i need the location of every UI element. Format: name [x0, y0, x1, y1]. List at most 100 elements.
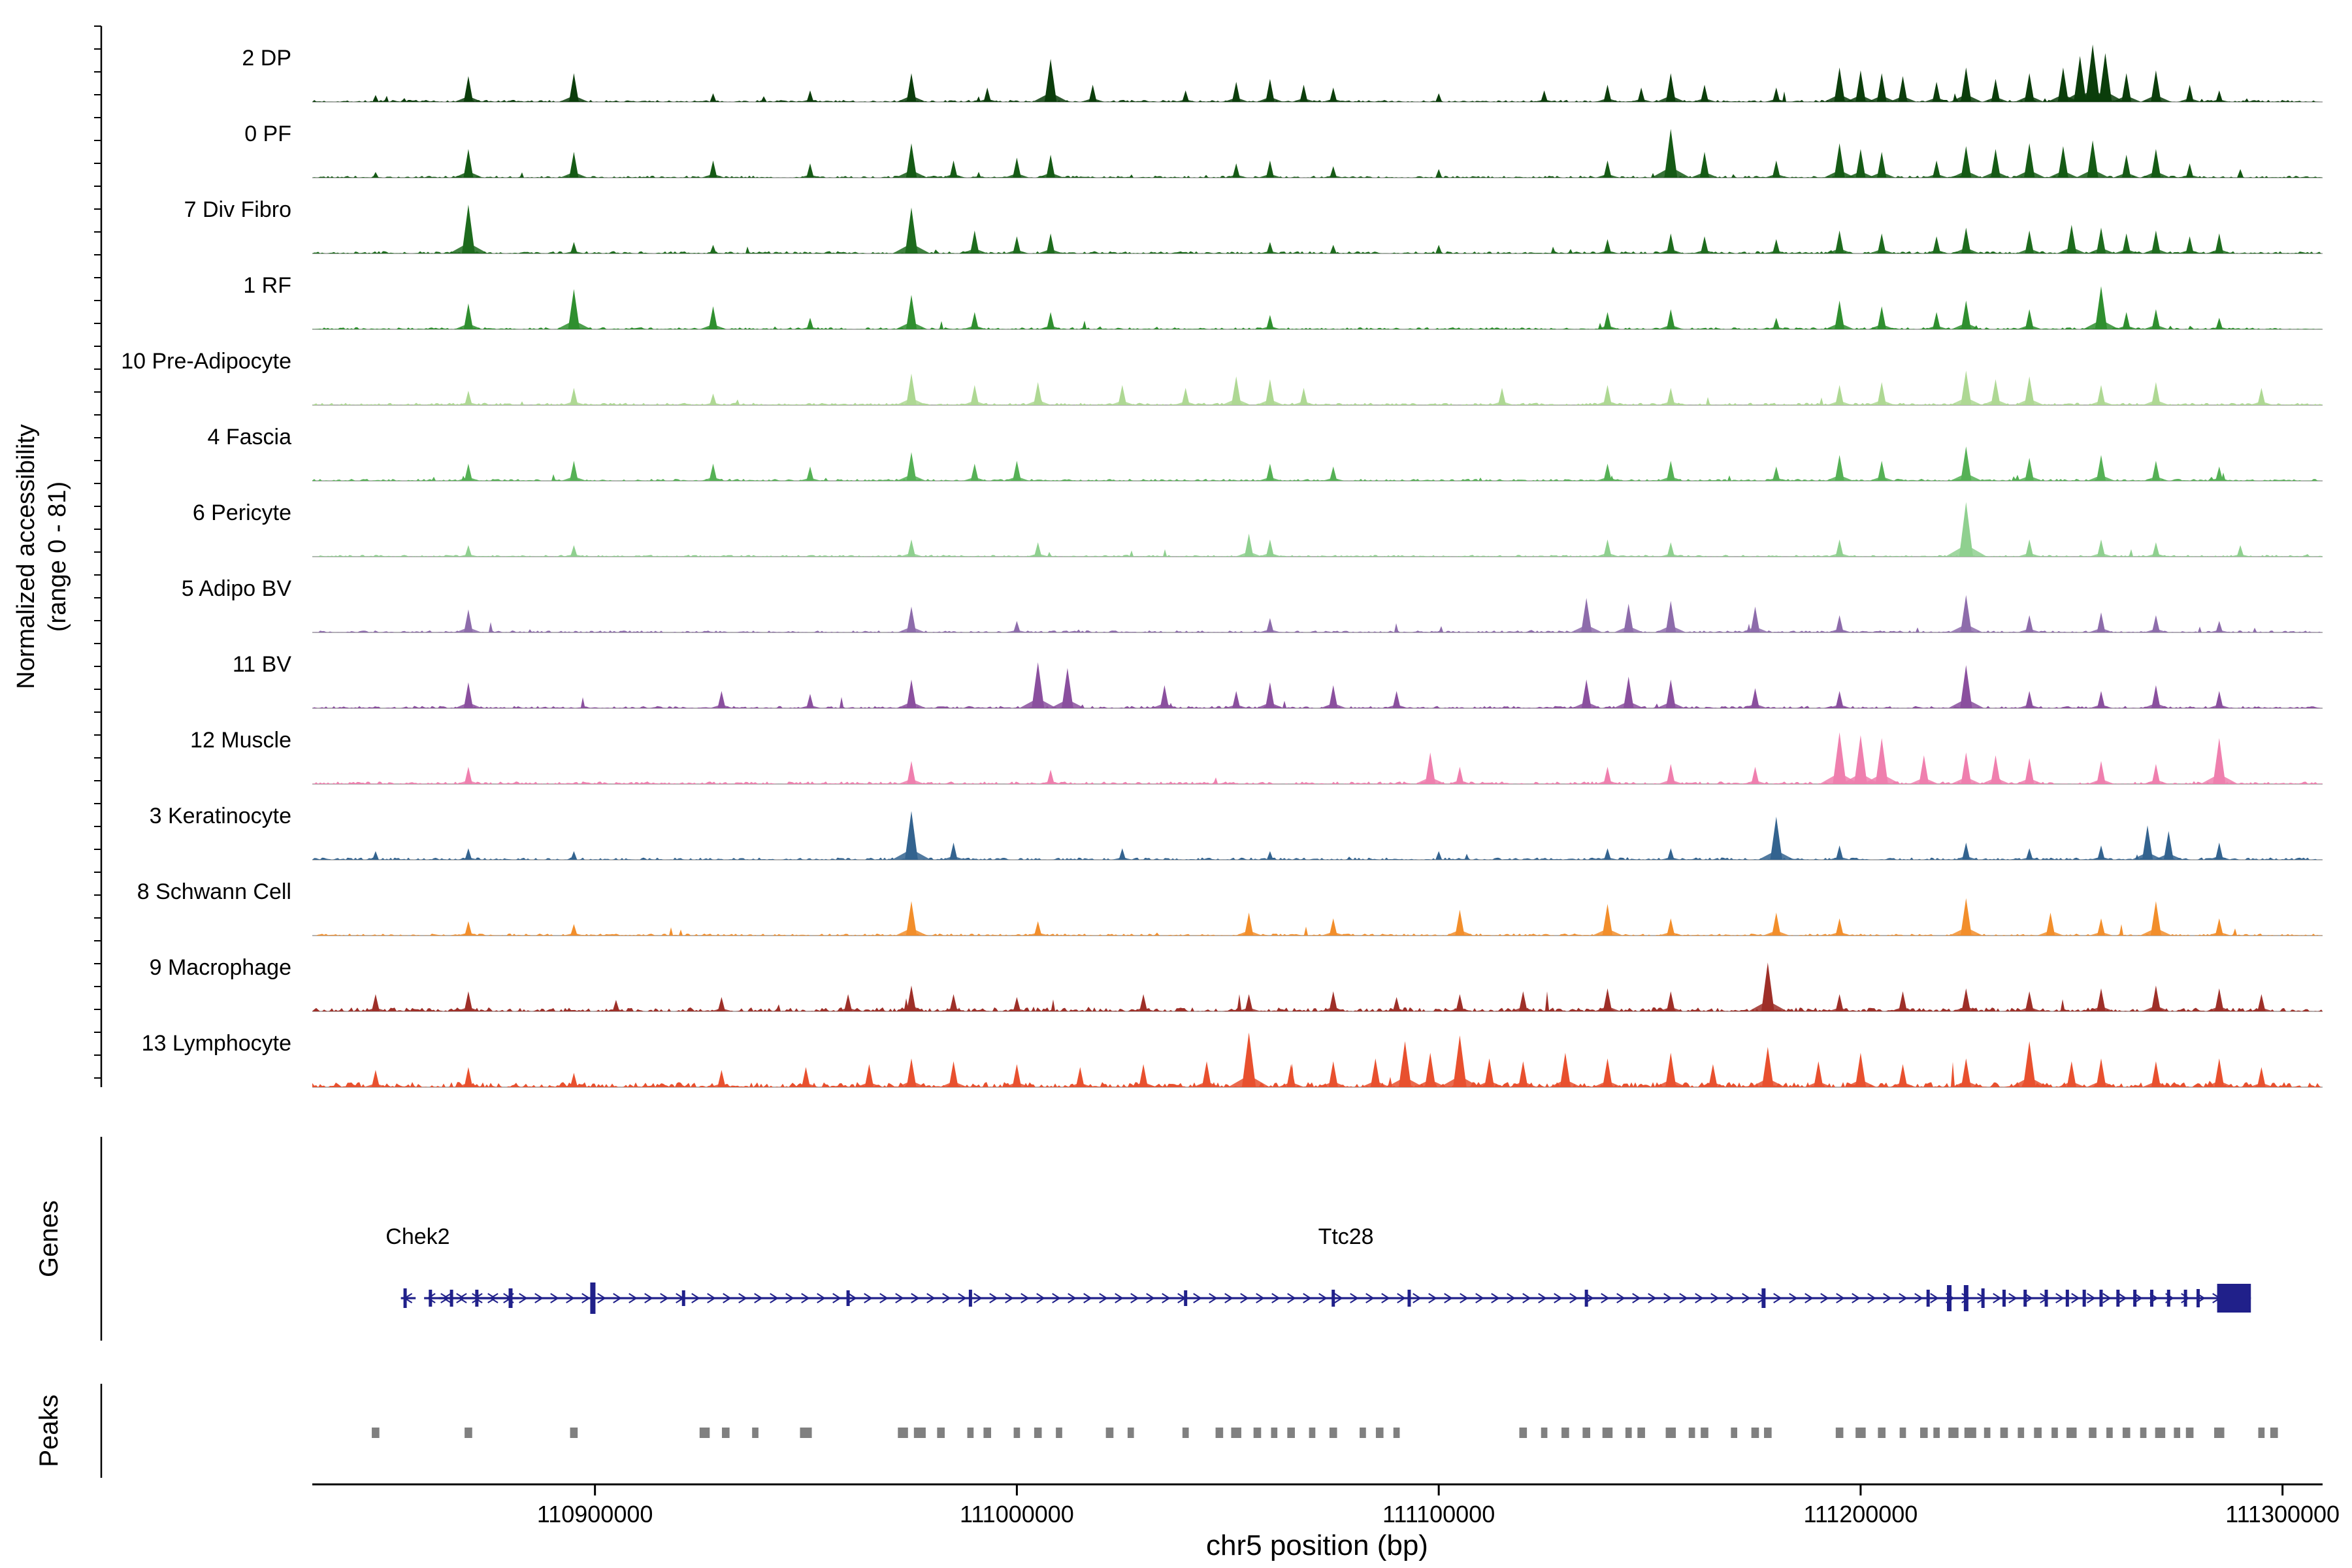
peak-region	[913, 1428, 926, 1438]
x-tick-label-111000000: 111000000	[960, 1501, 1074, 1527]
track-label-9-macrophage: 9 Macrophage	[150, 955, 291, 980]
peak-region	[1013, 1428, 1021, 1438]
peak-region	[898, 1428, 908, 1438]
y-axis-label-line1: Normalized accessibility	[12, 424, 40, 689]
x-tick-label-111200000: 111200000	[1803, 1501, 1918, 1527]
gene-model-chek2: Chek2	[385, 1224, 519, 1308]
track-label-2-dp: 2 DP	[242, 46, 291, 71]
peak-region	[1602, 1428, 1613, 1438]
peak-region	[2258, 1428, 2265, 1438]
peak-region	[1375, 1428, 1384, 1438]
track-13-lymphocyte: 13 Lymphocyte	[142, 1031, 2323, 1088]
track-label-0-pf: 0 PF	[244, 122, 291, 146]
peak-region	[2089, 1428, 2097, 1438]
peak-region	[1899, 1428, 1906, 1438]
peak-region	[1878, 1428, 1886, 1438]
peak-region	[722, 1428, 730, 1438]
genes-section-label: Genes	[35, 1200, 63, 1277]
peak-region	[570, 1428, 578, 1438]
peak-region	[1688, 1428, 1695, 1438]
peak-region	[1309, 1428, 1316, 1438]
track-12-muscle: 12 Muscle	[190, 728, 2323, 785]
peak-region	[1127, 1428, 1134, 1438]
track-8-schwann-cell: 8 Schwann Cell	[137, 879, 2323, 936]
peak-region	[2185, 1428, 2194, 1438]
peak-region	[1393, 1428, 1400, 1438]
peak-region	[1253, 1428, 1262, 1438]
peak-region	[1519, 1428, 1527, 1438]
track-6-pericyte: 6 Pericyte	[193, 500, 2323, 557]
peak-region	[800, 1428, 812, 1438]
track-2-dp: 2 DP	[242, 44, 2323, 103]
peak-region	[2140, 1428, 2147, 1438]
peak-region	[2155, 1428, 2166, 1438]
peak-region	[1271, 1428, 1278, 1438]
peak-region	[1360, 1428, 1366, 1438]
x-tick-label-110900000: 110900000	[537, 1501, 653, 1527]
track-1-rf: 1 RF	[243, 273, 2323, 330]
peak-region	[465, 1428, 472, 1438]
track-7-div-fibro: 7 Div Fibro	[184, 197, 2323, 254]
peak-region	[1701, 1428, 1708, 1438]
peaks-layer	[372, 1428, 2278, 1438]
peak-region	[2051, 1428, 2058, 1438]
track-label-13-lymphocyte: 13 Lymphocyte	[142, 1031, 291, 1056]
peak-region	[1561, 1428, 1569, 1438]
peak-region	[1919, 1428, 1928, 1438]
peak-region	[2174, 1428, 2181, 1438]
track-label-11-bv: 11 BV	[233, 652, 291, 677]
peak-region	[1948, 1428, 1959, 1438]
peak-region	[967, 1428, 974, 1438]
peak-region	[699, 1428, 710, 1438]
track-10-pre-adipocyte: 10 Pre-Adipocyte	[121, 349, 2323, 406]
peak-region	[1764, 1428, 1772, 1438]
peak-region	[2066, 1428, 2077, 1438]
track-label-5-adipo-bv: 5 Adipo BV	[182, 576, 292, 601]
peak-region	[2122, 1428, 2131, 1438]
track-3-keratinocyte: 3 Keratinocyte	[150, 804, 2323, 860]
gene-label-chek2: Chek2	[385, 1224, 449, 1249]
y-axis-label-line2: (range 0 - 81)	[44, 482, 71, 632]
x-tick-label-111100000: 111100000	[1382, 1501, 1495, 1527]
peaks-section-label: Peaks	[35, 1394, 63, 1467]
track-label-4-fascia: 4 Fascia	[208, 425, 292, 449]
peak-region	[1231, 1428, 1241, 1438]
peak-region	[937, 1428, 945, 1438]
track-label-7-div-fibro: 7 Div Fibro	[184, 197, 291, 222]
peak-region	[1541, 1428, 1548, 1438]
peak-region	[1582, 1428, 1590, 1438]
peak-region	[1056, 1428, 1062, 1438]
peak-region	[1731, 1428, 1738, 1438]
peak-region	[1215, 1428, 1224, 1438]
track-11-bv: 11 BV	[233, 652, 2323, 709]
peak-region	[2000, 1428, 2008, 1438]
peak-region	[2017, 1428, 2025, 1438]
peak-region	[1855, 1428, 1866, 1438]
x-axis-title: chr5 position (bp)	[1206, 1529, 1428, 1561]
track-4-fascia: 4 Fascia	[208, 425, 2323, 482]
x-tick-label-111300000: 111300000	[2225, 1501, 2340, 1527]
gene-label-ttc28: Ttc28	[1318, 1224, 1374, 1249]
track-label-10-pre-adipocyte: 10 Pre-Adipocyte	[121, 349, 291, 374]
peak-region	[2034, 1428, 2042, 1438]
track-label-12-muscle: 12 Muscle	[190, 728, 291, 753]
genes-layer: Chek2 Ttc28	[385, 1224, 2251, 1314]
peak-region	[1637, 1428, 1645, 1438]
track-label-8-schwann-cell: 8 Schwann Cell	[137, 879, 291, 904]
peak-region	[1287, 1428, 1295, 1438]
peak-region	[1984, 1428, 1991, 1438]
peak-region	[1105, 1428, 1114, 1438]
peak-region	[2106, 1428, 2113, 1438]
track-9-macrophage: 9 Macrophage	[150, 955, 2323, 1012]
peak-region	[1034, 1428, 1042, 1438]
peak-region	[2214, 1428, 2225, 1438]
track-label-3-keratinocyte: 3 Keratinocyte	[150, 804, 291, 828]
peak-region	[1625, 1428, 1632, 1438]
peak-region	[752, 1428, 759, 1438]
peak-region	[1665, 1428, 1676, 1438]
tracks-layer: 2 DP 0 PF 7 Div Fibro 1 RF 10 Pre-Adipocyte 4…	[121, 44, 2323, 1088]
peak-region	[372, 1428, 380, 1438]
gene-model-ttc28: Ttc28	[438, 1224, 2251, 1314]
